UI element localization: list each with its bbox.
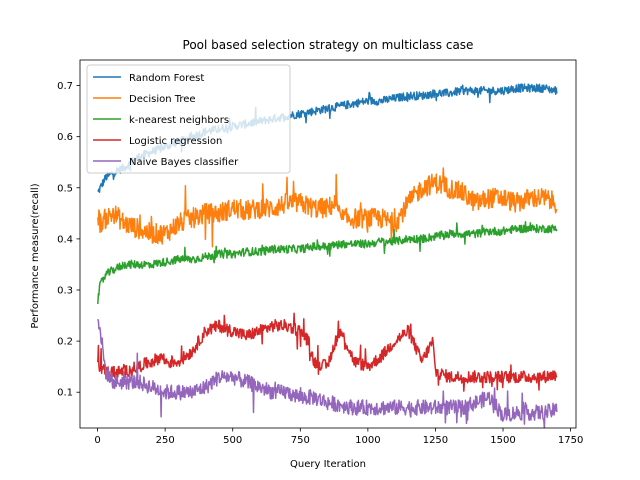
x-tick-label: 1000 <box>355 435 380 446</box>
x-tick-label: 0 <box>94 435 100 446</box>
x-tick-label: 750 <box>291 435 310 446</box>
y-tick-label: 0.5 <box>57 183 73 194</box>
series-line-decision-tree <box>97 167 558 248</box>
legend-label: Naive Bayes classifier <box>129 157 239 168</box>
y-tick-label: 0.1 <box>57 388 73 399</box>
series-line-logistic-regression <box>97 312 558 392</box>
legend-label: Decision Tree <box>129 94 196 105</box>
legend-box <box>86 64 291 174</box>
legend-label: Logistic regression <box>129 136 222 147</box>
x-tick-label: 500 <box>223 435 242 446</box>
y-tick-label: 0.2 <box>57 337 73 348</box>
x-axis-label: Query Iteration <box>290 459 366 470</box>
y-tick-label: 0.7 <box>57 81 73 92</box>
x-tick-label: 1500 <box>490 435 515 446</box>
legend-label: k-nearest neighbors <box>129 115 229 126</box>
y-axis-label: Performance measure(recall) <box>30 183 41 328</box>
x-axis: 0 250 500 750 1000 1250 1500 1750 <box>94 428 583 446</box>
y-tick-label: 0.3 <box>57 286 73 297</box>
legend: Random Forest Decision Tree k-nearest neig… <box>86 64 291 174</box>
x-tick-label: 1250 <box>423 435 448 446</box>
y-tick-label: 0.6 <box>57 132 73 143</box>
plot-frame <box>79 59 577 429</box>
y-tick-label: 0.4 <box>57 234 73 245</box>
legend-label: Random Forest <box>129 73 204 84</box>
series-line-k-nearest-neighbors <box>97 221 558 305</box>
y-axis: 0.1 0.2 0.3 0.4 0.5 0.6 0.7 <box>57 81 80 399</box>
chart-title: Pool based selection strategy on multicl… <box>183 38 474 52</box>
series-line-naive-bayes-classifier <box>97 318 558 428</box>
x-tick-label: 250 <box>156 435 175 446</box>
x-tick-label: 1750 <box>558 435 583 446</box>
